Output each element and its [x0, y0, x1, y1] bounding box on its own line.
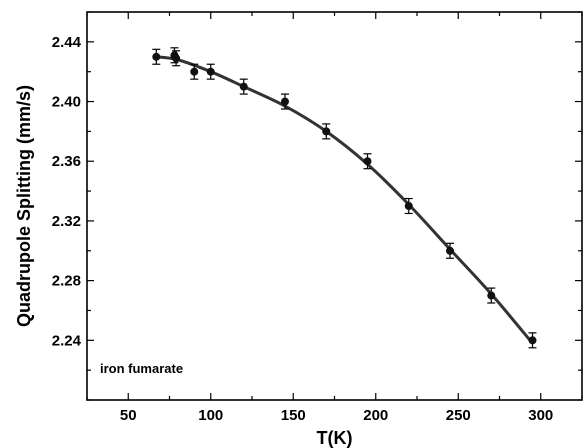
x-tick-label: 250 [446, 407, 471, 424]
data-point [190, 67, 199, 76]
data-point [446, 246, 454, 255]
y-tick-label: 2.36 [52, 153, 81, 170]
tick-labels: 50 100 150 200 250 300 2.24 2.28 2.32 2.36 2.40 2.4… [52, 34, 553, 424]
x-tick-label: 50 [120, 407, 137, 424]
data-point [528, 336, 537, 345]
x-tick-label: 200 [363, 407, 388, 424]
data-point [322, 127, 331, 136]
y-axis-label: Quadrupole Splitting (mm/s) [14, 85, 34, 327]
x-tick-label: 300 [528, 407, 553, 424]
y-tick-label: 2.40 [52, 94, 81, 111]
y-tick-label: 2.44 [52, 34, 82, 51]
data-point [239, 82, 248, 91]
y-tick-label: 2.24 [52, 332, 82, 349]
x-axis-label: T(K) [317, 428, 353, 448]
plot-frame [86, 11, 583, 401]
y-tick-label: 2.28 [52, 273, 81, 290]
data-points [152, 47, 537, 349]
axis-ticks [86, 11, 583, 401]
data-point [152, 52, 161, 61]
data-point [281, 97, 289, 106]
x-tick-label: 100 [198, 407, 223, 424]
data-point [172, 54, 181, 63]
annotation-label: iron fumarate [100, 361, 183, 376]
x-tick-label: 150 [281, 407, 306, 424]
data-point [404, 202, 413, 210]
data-point [363, 157, 372, 166]
y-tick-label: 2.32 [52, 213, 81, 230]
data-point [206, 67, 215, 76]
data-point [487, 291, 496, 300]
fit-curve [156, 55, 534, 345]
